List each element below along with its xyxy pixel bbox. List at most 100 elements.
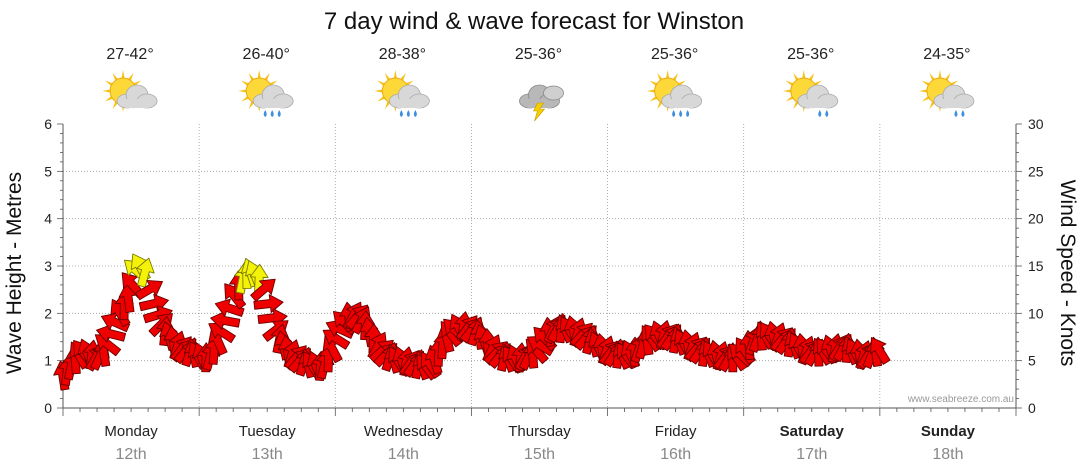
day-name-label: Sunday [921,423,976,440]
day-date-label: 17th [796,446,827,463]
sun-ray [950,80,959,86]
sun-ray [646,89,655,93]
sun-ray [248,72,255,81]
sun-ray [657,72,663,81]
y-right-tick-label: 30 [1028,116,1044,132]
sun-ray [104,96,113,102]
rain-drop [406,110,410,117]
temperature-label: 26-40° [243,46,290,63]
rain-drop [954,110,958,117]
watermark: www.seabreeze.com.au [907,394,1014,405]
sun-ray [785,96,794,102]
sun-ray [793,101,799,110]
sun-ray [102,89,111,93]
day-date-label: 15th [524,446,555,463]
rain-drop [686,110,690,117]
sun-ray [400,72,406,81]
cloud [661,84,703,109]
sun-ray [678,80,686,86]
sun-ray [264,72,270,81]
sun-ray [384,101,391,110]
sun-ray [814,80,822,86]
day-labels: Monday 12th Tuesday 13th Wednesday 14th Thursd… [104,423,975,463]
sun-ray [377,80,385,86]
rain-drop [679,110,683,117]
y-left-tick-label: 0 [44,400,52,416]
sun-ray [384,72,391,81]
sun-ray [241,80,249,86]
sun-ray [405,80,414,86]
temperature-row: 27-42° 26-40° 28-38° 25-36° 25-36° 25-36° 24-3… [106,46,970,63]
y-left-tick-label: 5 [44,163,52,179]
day-date-label: 12th [116,446,147,463]
day-date-label: 18th [932,446,963,463]
day-name-label: Thursday [508,423,571,440]
rain-drop [277,110,281,117]
partly-cloudy-icon [102,70,158,112]
day-name-label: Wednesday [364,423,443,440]
sun-ray [793,72,799,81]
sun-ray [241,96,249,102]
showers-icon [374,70,430,117]
cloud [252,84,294,109]
light-showers-icon [918,70,975,117]
sun-ray [269,80,278,86]
y-left-tick-label: 3 [44,258,52,274]
sun-ray [112,101,118,110]
sun-ray [649,96,658,102]
y-right-tick-label: 0 [1028,400,1036,416]
sun-ray [657,101,663,110]
y-left-tick-label: 4 [44,211,52,227]
sun-ray [238,89,247,93]
rain-drop [672,110,676,117]
cloud [797,84,839,109]
y-right-tick-label: 10 [1028,305,1044,321]
showers-icon [238,70,294,117]
sun-ray [785,80,794,86]
wind-arrow [250,278,276,302]
day-name-label: Tuesday [239,423,296,440]
sun-ray [802,70,806,79]
day-date-label: 16th [660,446,691,463]
grid-lines [63,124,1016,408]
rain-drop [270,110,274,117]
rain-drop [263,110,267,117]
day-date-label: 14th [388,446,419,463]
sun-ray [938,70,942,79]
sun-ray [808,72,815,81]
chart-title: 7 day wind & wave forecast for Winston [324,8,744,35]
light-showers-icon [782,70,839,117]
sun-ray [257,70,261,79]
wind-arrow [870,337,891,365]
sun-ray [112,72,118,81]
day-name-label: Friday [655,423,697,440]
rain-drop [961,110,965,117]
sun-ray [945,72,951,81]
sun-ray [248,101,255,110]
showers-icon [646,70,703,117]
rain-drop [818,110,822,117]
y-left-tick-label: 6 [44,116,52,132]
day-date-label: 13th [252,446,283,463]
sun-ray [377,96,385,102]
temperature-label: 25-36° [651,46,698,63]
rain-drop [399,110,403,117]
y-right-tick-label: 20 [1028,211,1044,227]
temperature-label: 25-36° [787,46,834,63]
wind-arrow-strong [136,257,155,288]
y-right-axis-title: Wind Speed - Knots [1056,180,1079,367]
wind-arrow [253,294,284,313]
sun-ray [929,72,935,81]
sun-ray [393,70,397,79]
sun-ray [918,89,928,93]
temperature-label: 28-38° [379,46,426,63]
sun-ray [649,80,658,86]
wind-arrows [53,253,891,391]
temperature-label: 25-36° [515,46,562,63]
y-right-tick-label: 5 [1028,353,1036,369]
sun-ray [929,101,935,110]
weather-icon-row [102,70,975,122]
sun-ray [374,89,383,93]
temperature-label: 27-42° [106,46,153,63]
